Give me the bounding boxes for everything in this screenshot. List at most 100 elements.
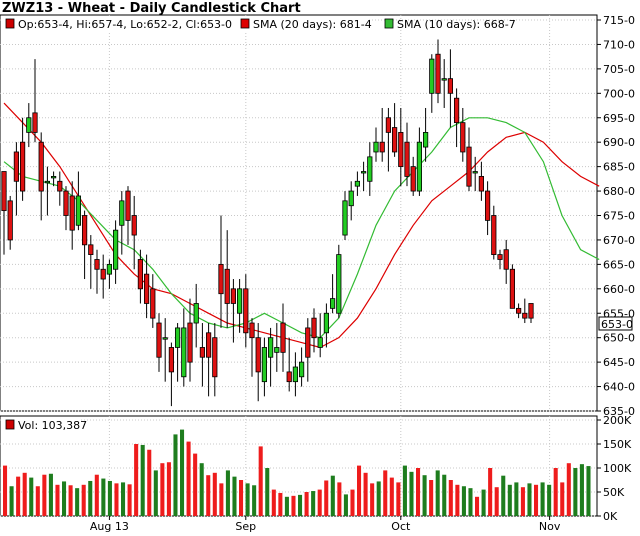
volume-bar [330, 475, 335, 516]
volume-bar [271, 489, 276, 516]
volume-bar [343, 494, 348, 516]
price-tick-label: 645-0 [603, 356, 635, 369]
volume-bar [579, 464, 584, 516]
candle-up [336, 254, 342, 314]
candle-down [224, 268, 230, 304]
price-tick-label: 635-0 [603, 405, 635, 418]
candle-down [19, 141, 26, 192]
candle-down [305, 327, 311, 358]
chart-title: ZWZ13 - Wheat - Daily Candlestick Chart [2, 1, 301, 16]
volume-bar [481, 489, 486, 516]
price-tick-label: 695-0 [603, 112, 635, 125]
volume-bar [370, 483, 375, 516]
volume-bar [402, 465, 407, 516]
legend-background [1, 16, 369, 31]
candle-down [466, 146, 472, 187]
volume-bar [153, 470, 158, 516]
volume-bar [501, 475, 506, 516]
candle-up [106, 263, 112, 275]
volume-bar [350, 489, 355, 516]
candle-up [373, 141, 379, 153]
sma20-line [3, 102, 600, 349]
candle-up [416, 141, 423, 192]
volume-bar [121, 482, 126, 516]
legend-ohlc: Op:653-4, Hi:657-4, Lo:652-2, Cl:653-0 [18, 18, 232, 31]
candle-down [137, 259, 143, 290]
candle-down [497, 254, 503, 260]
volume-bar [199, 463, 204, 516]
candle-down [143, 273, 150, 304]
price-tick-label: 690-0 [603, 136, 635, 149]
volume-bar [534, 484, 539, 516]
price-tick-label: 640-0 [603, 381, 635, 394]
price-tick-label: 660-0 [603, 283, 635, 296]
volume-bar [475, 496, 480, 516]
volume-bar [252, 485, 257, 516]
candle-up [174, 327, 181, 348]
volume-tick-label: 150K [603, 438, 632, 451]
candle-up [119, 200, 125, 226]
volume-bar [186, 441, 191, 516]
price-axis: 715-0 710-0 705-0 700-0 695-0 690-0 685-0 680-0… [597, 14, 635, 418]
volume-bar [298, 494, 303, 516]
candle-up [429, 58, 435, 94]
volume-bar [337, 482, 342, 516]
candle-down [212, 337, 218, 378]
candle-up [329, 298, 336, 309]
legend-sma20: SMA (20 days): 681-4 [253, 18, 372, 31]
candle-down [38, 141, 44, 192]
volume-bar [291, 495, 296, 516]
candle-down [522, 312, 528, 319]
volume-bar [560, 482, 565, 516]
volume-bar [114, 483, 119, 516]
candle-down [447, 78, 454, 94]
candle-down [249, 322, 255, 339]
volume-bar [193, 453, 198, 516]
price-tick-label: 700-0 [603, 87, 635, 100]
volume-bar [68, 485, 73, 516]
legend-swatch-ohlc [5, 18, 15, 29]
volume-tick-label: 200K [603, 414, 632, 427]
price-tick-label: 650-0 [603, 332, 635, 345]
volume-bar [573, 468, 578, 516]
volume-bar [160, 463, 165, 516]
volume-bar [461, 486, 466, 516]
volume-bar [376, 481, 381, 516]
candle-down [156, 322, 162, 358]
volume-bar [304, 492, 309, 516]
volume-bar [212, 472, 217, 516]
volume-bar [409, 471, 414, 516]
candle-down [218, 263, 224, 295]
candle-down [88, 244, 94, 255]
volume-bar [448, 480, 453, 516]
candle-down [255, 337, 261, 373]
volume-bar [520, 487, 525, 516]
date-tick-label: Oct [391, 520, 411, 533]
price-tick-label: 680-0 [603, 185, 635, 198]
volume-bar [16, 476, 21, 516]
volume-bar [363, 472, 368, 516]
volume-bar [219, 483, 224, 516]
volume-bar [81, 484, 86, 516]
candle-down [379, 141, 385, 153]
volume-bar [140, 444, 145, 516]
candle-down [516, 307, 522, 314]
volume-swatch [5, 419, 15, 430]
volume-bar [494, 487, 499, 516]
candle-down [280, 322, 286, 353]
volume-bar [265, 468, 270, 516]
volume-bar [566, 463, 571, 516]
legend-sma10: SMA (10 days): 668-7 [397, 18, 516, 31]
volume-bar [540, 482, 545, 516]
volume-bar [514, 482, 519, 516]
candle-up [113, 229, 119, 270]
candle-down [13, 151, 19, 182]
candle-down [230, 288, 236, 304]
candle-up [51, 175, 57, 179]
candle-down [453, 97, 460, 124]
price-tick-label: 710-0 [603, 38, 635, 51]
volume-bar [48, 473, 53, 516]
volume-bar [22, 472, 27, 516]
candle-down [410, 166, 416, 192]
